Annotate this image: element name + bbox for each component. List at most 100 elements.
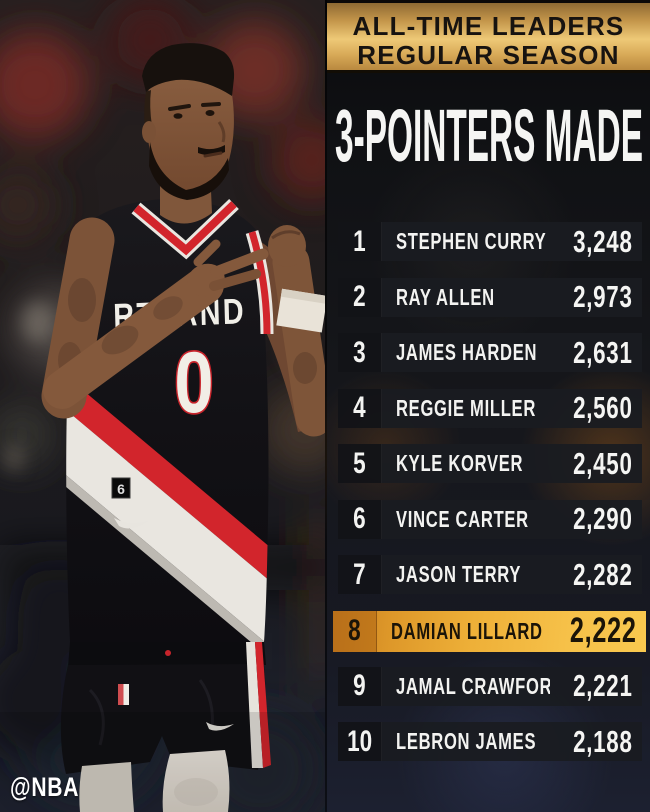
pointing-hand (187, 239, 269, 297)
stat-value: 2,560 (550, 389, 642, 428)
rank-cell: 7 (338, 555, 382, 594)
player-name-text: RAY ALLEN (396, 283, 495, 310)
table-row: 7 JASON TERRY 2,282 (338, 555, 642, 594)
stat-value-text: 2,222 (570, 611, 637, 650)
leaderboard-list: 1 STEPHEN CURRY 3,248 2 RAY ALLEN 2,973 … (327, 222, 650, 778)
player-head (142, 43, 235, 200)
stat-value: 2,290 (550, 500, 642, 539)
stat-value: 3,248 (550, 222, 642, 261)
rank-value: 5 (353, 446, 366, 480)
player-name: REGGIE MILLER (382, 389, 550, 428)
rank-cell: 6 (338, 499, 382, 539)
jersey-number-text: 0 (174, 334, 213, 430)
rank-value: 6 (353, 502, 366, 535)
player-name: KYLE KORVER (382, 444, 550, 483)
player-name-text: STEPHEN CURRY (396, 228, 547, 254)
table-row: 3 JAMES HARDEN 2,631 (338, 333, 642, 372)
player-name: LEBRON JAMES (382, 722, 550, 761)
jersey: RTLAND 0 6 (66, 168, 274, 642)
header-line1: ALL-TIME LEADERS (352, 11, 625, 41)
hair (142, 43, 235, 96)
player-name-text: JASON TERRY (396, 561, 522, 587)
stat-value: 2,973 (550, 278, 642, 317)
table-row: 6 VINCE CARTER 2,290 (338, 499, 642, 539)
player-right-arm (41, 217, 269, 419)
player-name-text: LEBRON JAMES (396, 728, 537, 754)
player-name: JAMAL CRAWFORD (382, 667, 550, 706)
player-name: VINCE CARTER (382, 500, 550, 539)
table-row: 8 DAMIAN LILLARD 2,222 (333, 610, 646, 652)
stat-value-text: 2,188 (573, 723, 633, 759)
nike-swoosh-icon (114, 518, 150, 529)
shorts-swoosh-icon (206, 722, 234, 731)
rank-value: 10 (346, 724, 373, 758)
rank-cell: 5 (338, 444, 382, 483)
player-name: DAMIAN LILLARD (377, 611, 544, 652)
rank-cell: 8 (333, 610, 377, 652)
stat-value-text: 2,282 (573, 556, 633, 592)
rank-value: 2 (353, 280, 366, 313)
rank-cell: 4 (338, 388, 382, 428)
stat-value-text: 2,560 (573, 390, 633, 425)
stat-value: 2,631 (550, 333, 642, 372)
legs (79, 750, 230, 812)
table-row: 10 LEBRON JAMES 2,188 (338, 722, 642, 761)
rank-cell: 10 (338, 722, 382, 761)
table-row: 4 REGGIE MILLER 2,560 (338, 388, 642, 428)
jersey-sash-stripe (66, 299, 269, 642)
stat-value-text: 2,221 (573, 668, 633, 703)
rank-cell: 2 (338, 277, 382, 317)
stat-value: 2,221 (550, 667, 642, 706)
stat-value-text: 2,450 (573, 445, 633, 481)
player-illustration: RTLAND 0 6 (0, 0, 330, 812)
shorts-side-stripe (246, 642, 263, 768)
player-name: JASON TERRY (382, 555, 550, 594)
rank-value: 8 (348, 614, 361, 647)
rank-cell: 3 (338, 333, 382, 372)
header-line2: REGULAR SEASON (357, 40, 620, 70)
wrist-tape (276, 288, 328, 333)
player-name-text: VINCE CARTER (396, 505, 529, 532)
beard (149, 142, 229, 200)
player-photo: RTLAND 0 6 (0, 0, 330, 812)
stat-title: 3-POINTERS MADE (327, 104, 650, 176)
stat-value-text: 2,290 (573, 501, 633, 536)
player-name-text: DAMIAN LILLARD (391, 617, 543, 644)
rank-cell: 1 (338, 222, 382, 261)
jersey-patch (111, 477, 131, 499)
player-name-text: REGGIE MILLER (396, 394, 537, 421)
stat-value-text: 2,631 (573, 334, 633, 370)
table-row: 5 KYLE KORVER 2,450 (338, 444, 642, 483)
bottom-vignette (0, 712, 330, 812)
stat-value: 2,450 (550, 444, 642, 483)
shorts (60, 642, 271, 774)
nba-watermark: @NBA (10, 772, 80, 802)
rank-value: 7 (353, 557, 366, 591)
stat-title-text: 3-POINTERS MADE (335, 104, 643, 176)
stat-value-text: 3,248 (573, 223, 633, 259)
rank-value: 4 (353, 391, 366, 424)
rank-cell: 9 (338, 666, 382, 706)
rank-value: 9 (353, 669, 366, 702)
player-name-text: JAMES HARDEN (396, 339, 538, 365)
table-row: 2 RAY ALLEN 2,973 (338, 277, 642, 317)
leaderboard-panel: ALL-TIME LEADERS REGULAR SEASON 3-POINTE… (325, 0, 650, 812)
ear (142, 121, 156, 143)
player-name: STEPHEN CURRY (382, 222, 550, 261)
stat-value: 2,188 (550, 722, 642, 761)
player-name-text: JAMAL CRAWFORD (396, 672, 551, 699)
stat-value: 2,282 (550, 555, 642, 594)
player-name-text: KYLE KORVER (396, 450, 524, 476)
player-name: JAMES HARDEN (382, 333, 550, 372)
stat-value-text: 2,973 (573, 279, 633, 314)
table-row: 1 STEPHEN CURRY 3,248 (338, 222, 642, 261)
table-row: 9 JAMAL CRAWFORD 2,221 (338, 666, 642, 706)
jersey-patch-number: 6 (117, 481, 125, 497)
rank-value: 3 (353, 335, 366, 369)
stat-value: 2,222 (544, 611, 646, 652)
panel-header: ALL-TIME LEADERS REGULAR SEASON (327, 0, 650, 73)
player-name: RAY ALLEN (382, 278, 550, 317)
rank-value: 1 (353, 224, 366, 258)
stat-title-svg: 3-POINTERS MADE (335, 104, 643, 176)
